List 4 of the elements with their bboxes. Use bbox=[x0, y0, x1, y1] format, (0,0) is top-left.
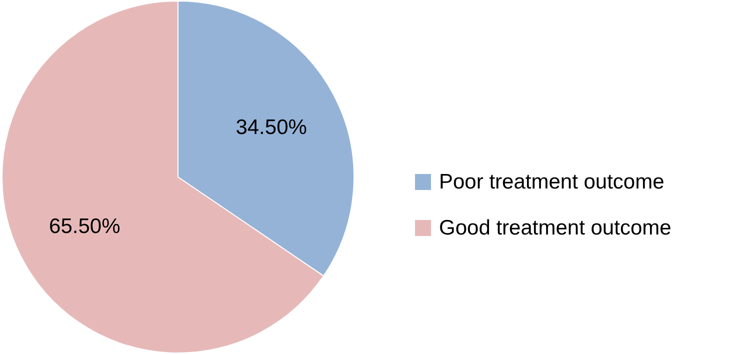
data-label: 34.50% bbox=[236, 116, 307, 140]
data-label: 65.50% bbox=[49, 214, 120, 238]
legend-label: Good treatment outcome bbox=[439, 216, 672, 240]
legend-label: Poor treatment outcome bbox=[439, 170, 664, 194]
